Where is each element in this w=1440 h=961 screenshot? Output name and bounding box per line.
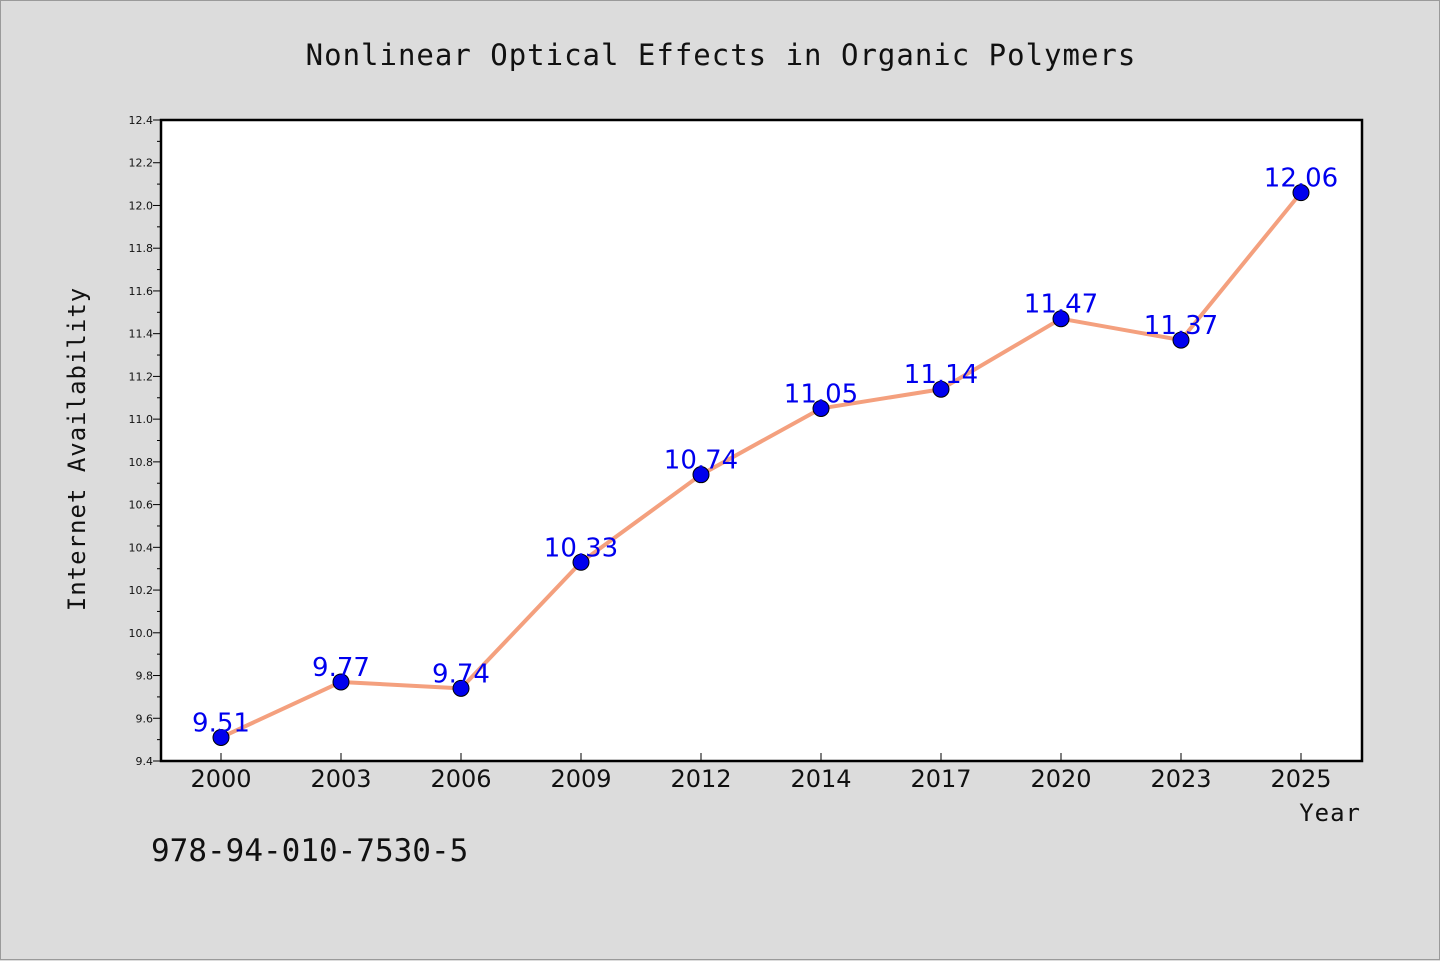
data-labels: 9.51 9.77 9.74 10.33 10.74 11.05 11.14 11.47 11.… [192, 164, 1338, 739]
y-tick-label: 10.2 [129, 584, 154, 597]
data-markers [212, 184, 1310, 746]
data-point [212, 728, 230, 746]
x-tick-label: 2000 [190, 765, 251, 793]
y-tick-label: 10.6 [129, 499, 154, 512]
y-tick-label: 11.2 [129, 370, 154, 383]
x-tick-label: 2023 [1150, 765, 1211, 793]
y-tick-label: 11.8 [129, 242, 154, 255]
y-tick-label: 11.4 [129, 328, 154, 341]
data-label: 9.51 [192, 708, 250, 738]
series-line-group [220, 191, 1303, 740]
y-tick-label: 11.0 [129, 413, 154, 426]
data-point [452, 679, 470, 697]
x-tick-label: 2020 [1030, 765, 1091, 793]
data-label: 12.06 [1264, 164, 1338, 194]
data-point [812, 399, 830, 417]
x-tick-label: 2009 [550, 765, 611, 793]
x-axis-label: Year [1299, 799, 1361, 827]
x-tick-label: 2025 [1270, 765, 1331, 793]
x-tick-label: 2006 [430, 765, 491, 793]
data-point [1292, 184, 1310, 202]
x-tick-label: 2003 [310, 765, 371, 793]
y-tick-label: 12.0 [129, 199, 154, 212]
y-tick-label: 9.6 [136, 712, 154, 725]
x-tick-label: 2014 [790, 765, 851, 793]
data-point [572, 553, 590, 571]
data-label: 9.74 [432, 659, 490, 689]
data-point [692, 466, 710, 484]
y-axis-label: Internet Availability [63, 287, 91, 611]
data-label: 11.05 [784, 379, 858, 409]
data-label: 11.47 [1024, 290, 1098, 320]
x-tick-label: 2017 [910, 765, 971, 793]
y-tick-label: 9.4 [136, 755, 154, 768]
data-label: 9.77 [312, 653, 370, 683]
y-tick-label: 11.6 [129, 285, 154, 298]
isbn-text: 978-94-010-7530-5 [151, 833, 469, 869]
chart-title: Nonlinear Optical Effects in Organic Pol… [306, 38, 1137, 72]
data-label: 11.14 [904, 360, 978, 390]
data-label: 10.74 [664, 446, 738, 476]
y-tick-label: 10.8 [129, 456, 154, 469]
data-label: 10.33 [544, 533, 618, 563]
y-axis-ticks: 9.4 9.6 9.8 10.0 10.2 10.4 10.6 10.8 11.0 11.2 11.… [129, 114, 161, 768]
y-tick-label: 12.4 [129, 114, 154, 127]
x-axis-ticks: 2000 2003 2006 2009 2012 2014 2017 2020 2023 2025 [190, 753, 1332, 793]
data-point [1172, 331, 1190, 349]
y-tick-label: 10.0 [129, 627, 154, 640]
data-point [332, 673, 350, 691]
data-point [1052, 310, 1070, 328]
y-tick-label: 10.4 [129, 541, 154, 554]
y-tick-label: 9.8 [136, 670, 154, 683]
data-point [932, 380, 950, 398]
x-tick-label: 2012 [670, 765, 731, 793]
series-line [220, 191, 1303, 740]
data-label: 11.37 [1144, 311, 1218, 341]
y-tick-label: 12.2 [129, 157, 154, 170]
